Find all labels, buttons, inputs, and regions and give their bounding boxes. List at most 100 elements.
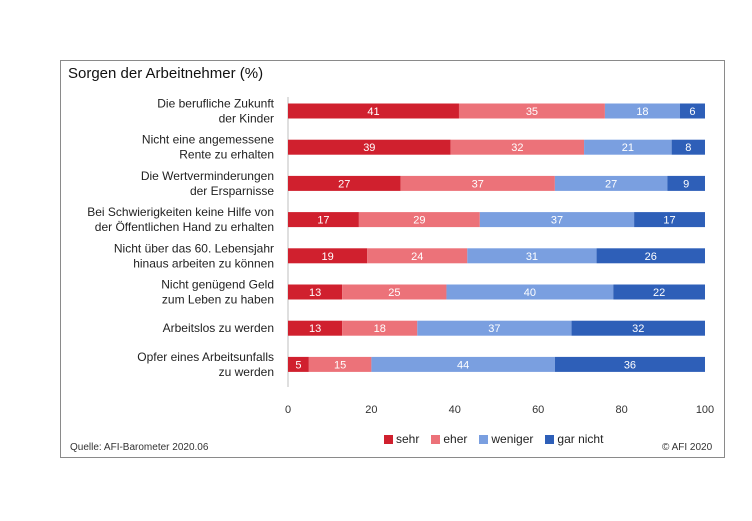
data-label: 17	[663, 215, 675, 227]
legend-label-gar-nicht: gar nicht	[557, 432, 604, 446]
category-label: zum Leben zu haben	[162, 293, 274, 307]
x-tick-label: 80	[615, 404, 627, 416]
category-label: der Ersparnisse	[190, 184, 274, 198]
category-label: Bei Schwierigkeiten keine Hilfe von	[87, 205, 274, 219]
x-tick-label: 40	[449, 404, 461, 416]
legend-label-eher: eher	[443, 432, 468, 446]
category-label: Die berufliche Zukunft	[157, 97, 274, 111]
bar-segment-gar-nicht	[667, 175, 705, 191]
source-note: Quelle: AFI-Barometer 2020.06	[70, 442, 209, 453]
data-label: 31	[526, 251, 538, 263]
bar-segment-weniger	[417, 320, 572, 336]
category-label: hinaus arbeiten zu können	[133, 256, 274, 270]
category-label: Nicht genügend Geld	[161, 278, 274, 292]
category-label: Arbeitslos zu werden	[163, 321, 274, 335]
bar-segment-sehr	[288, 356, 309, 372]
data-label: 35	[526, 106, 538, 118]
data-label: 18	[374, 323, 386, 335]
category-label: Die Wertverminderungen	[141, 169, 274, 183]
bar-segment-sehr	[288, 139, 451, 155]
data-label: 27	[338, 178, 350, 190]
legend-item-sehr: sehr	[384, 432, 419, 446]
copyright-note: © AFI 2020	[662, 442, 713, 453]
data-label: 39	[363, 142, 375, 154]
data-label: 22	[653, 287, 665, 299]
data-label: 21	[622, 142, 634, 154]
data-label: 8	[685, 142, 691, 154]
legend-label-sehr: sehr	[396, 432, 420, 446]
category-label: der Kinder	[219, 112, 274, 126]
bar-segment-eher	[308, 356, 372, 372]
data-label: 13	[309, 287, 321, 299]
category-label: zu werden	[219, 365, 274, 379]
bar-segment-gar-nicht	[571, 320, 705, 336]
legend-swatch-eher	[431, 434, 441, 444]
bar-segment-sehr	[288, 212, 359, 228]
bar-segment-weniger	[446, 284, 614, 300]
data-label: 40	[524, 287, 536, 299]
bar-segment-gar-nicht	[634, 212, 705, 228]
bar-segment-sehr	[288, 175, 401, 191]
data-label: 15	[334, 359, 346, 371]
bar-segment-weniger	[479, 212, 635, 228]
category-label: Rente zu erhalten	[179, 148, 274, 162]
bar-segment-sehr	[288, 284, 343, 300]
bar-segment-gar-nicht	[671, 139, 705, 155]
bar-segment-gar-nicht	[679, 103, 705, 119]
legend-item-gar-nicht: gar nicht	[545, 432, 603, 446]
data-label: 37	[472, 178, 484, 190]
category-label: Nicht über das 60. Lebensjahr	[114, 241, 274, 255]
data-label: 26	[645, 251, 657, 263]
data-label: 27	[605, 178, 617, 190]
x-tick-label: 0	[285, 404, 291, 416]
bar-segment-eher	[358, 212, 480, 228]
legend-item-eher: eher	[431, 432, 467, 446]
data-label: 29	[413, 215, 425, 227]
bar-segment-eher	[458, 103, 605, 119]
legend-label-weniger: weniger	[491, 432, 534, 446]
chart-title: Sorgen der Arbeitnehmer (%)	[68, 65, 264, 82]
category-label: Nicht eine angemessene	[142, 133, 274, 147]
x-tick-label: 100	[696, 404, 714, 416]
data-label: 5	[295, 359, 301, 371]
data-label: 18	[636, 106, 648, 118]
bar-segment-weniger	[467, 248, 597, 264]
data-label: 25	[388, 287, 400, 299]
bar-segment-eher	[450, 139, 585, 155]
bar-segment-eher	[342, 320, 418, 336]
data-label: 37	[488, 323, 500, 335]
bar-segment-eher	[400, 175, 555, 191]
legend-swatch-sehr	[384, 434, 393, 444]
data-label: 32	[511, 142, 523, 154]
bar-segment-weniger	[554, 175, 668, 191]
legend-swatch-gar-nicht	[545, 434, 555, 444]
data-label: 32	[632, 323, 644, 335]
data-label: 24	[411, 251, 423, 263]
bar-segment-gar-nicht	[596, 248, 705, 264]
x-tick-label: 20	[365, 404, 377, 416]
legend: sehr eher weniger gar nicht	[384, 432, 603, 446]
data-label: 13	[309, 323, 321, 335]
data-label: 6	[689, 106, 695, 118]
legend-item-weniger: weniger	[479, 432, 533, 446]
bar-segment-eher	[367, 248, 468, 264]
data-label: 17	[317, 215, 329, 227]
legend-swatch-weniger	[479, 434, 489, 444]
bar-segment-weniger	[584, 139, 672, 155]
x-tick-label: 60	[532, 404, 544, 416]
data-label: 41	[367, 106, 379, 118]
data-label: 44	[457, 359, 469, 371]
bar-segment-sehr	[288, 320, 343, 336]
data-label: 37	[551, 215, 563, 227]
bar-segment-weniger	[604, 103, 680, 119]
bar-segment-weniger	[371, 356, 555, 372]
bar-segment-sehr	[288, 248, 368, 264]
bar-segment-gar-nicht	[613, 284, 705, 300]
bar-segment-gar-nicht	[554, 356, 705, 372]
data-label: 19	[321, 251, 333, 263]
bar-segment-sehr	[288, 103, 459, 119]
data-label: 36	[624, 359, 636, 371]
data-label: 9	[683, 178, 689, 190]
bar-segment-eher	[342, 284, 447, 300]
